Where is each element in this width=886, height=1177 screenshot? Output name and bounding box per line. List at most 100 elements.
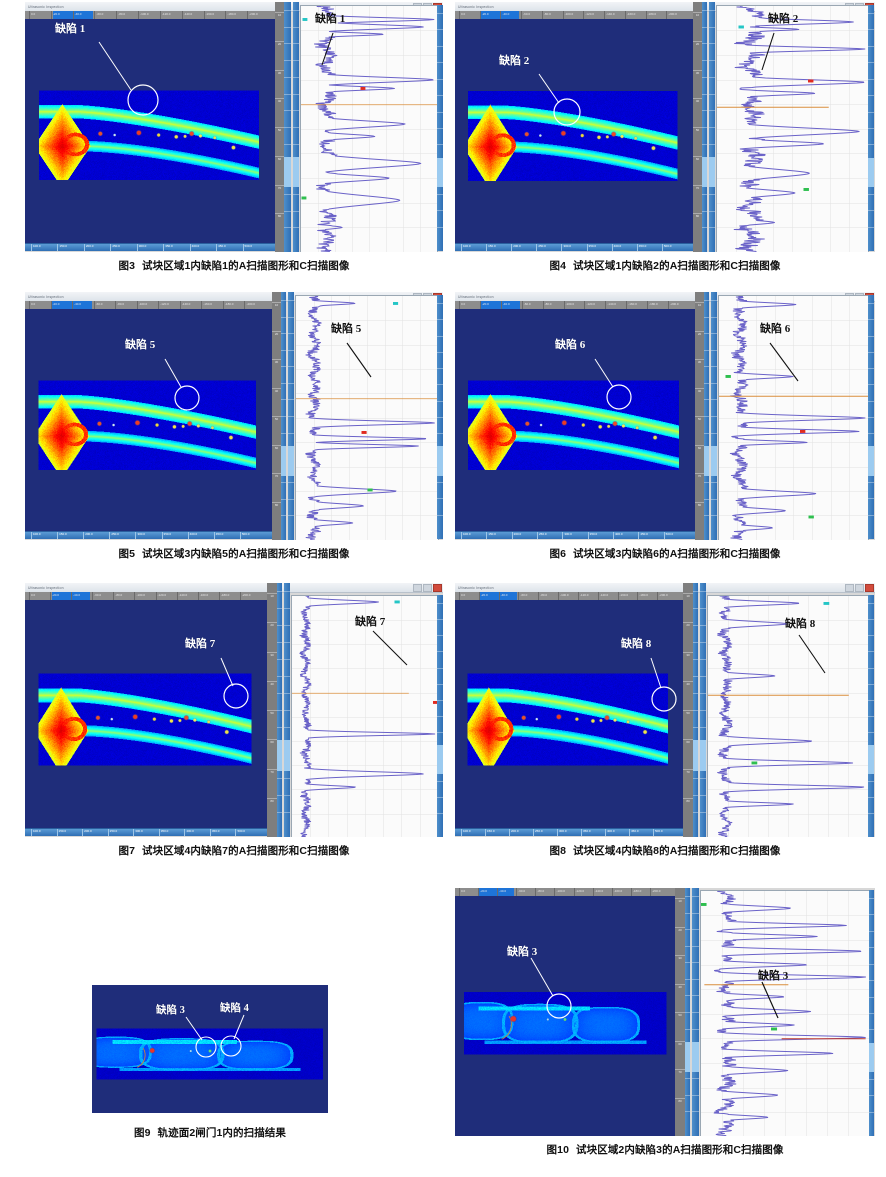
scan-panel: Ultrasonic Inspection 0.0 -20.0 -40.0 -60.0…: [455, 292, 875, 540]
vertical-ruler-strip[interactable]: 10 20 30 40 50 60 70 80: [275, 2, 284, 252]
figure-caption: 图3 试块区域1内缺陷1的A扫描图形和C扫描图像: [25, 258, 443, 273]
window-title: Ultrasonic Inspection: [28, 4, 64, 9]
ascan-right-scale[interactable]: [437, 595, 443, 837]
cscan-image[interactable]: [455, 309, 695, 533]
vertical-ruler-strip[interactable]: 10 20 30 40 50 60 70 80: [693, 2, 702, 252]
horizontal-scale-bar[interactable]: 100.0 150.0 200.0 250.0 300.0 350.0 400.0 450.0…: [455, 828, 683, 836]
figure-fig3: Ultrasonic Inspection 0.0 -20.0 -40.0 -60.0…: [25, 2, 443, 272]
close-button[interactable]: [865, 584, 874, 592]
vertical-scroll-strip[interactable]: [693, 583, 698, 837]
figure-caption-text: 试块区域2内缺陷3的A扫描图形和C扫描图像: [576, 1144, 784, 1156]
scan-panel: Ultrasonic Inspection 0.0 -20.0 -40.0 -60.0…: [25, 292, 443, 540]
figure-number: 图8: [549, 845, 567, 857]
ascan-right-scale[interactable]: [437, 295, 443, 539]
maximize-button[interactable]: [423, 584, 432, 592]
scan-panel: Ultrasonic Inspection 0.0 -20.0 -40.0 -60.0…: [25, 2, 443, 252]
figure-fig7: Ultrasonic Inspection 0.0 -20.0 -40.0 -60.0…: [25, 583, 443, 857]
figure-number: 图5: [118, 548, 136, 560]
horizontal-scale-bar[interactable]: 100.0 150.0 200.0 250.0 300.0 350.0 400.0 450.0…: [25, 828, 267, 836]
cscan-image[interactable]: [25, 600, 267, 830]
cscan-image[interactable]: [25, 19, 275, 243]
ascan-left-scale[interactable]: [293, 2, 299, 252]
figure-caption-text: 试块区域4内缺陷8的A扫描图形和C扫描图像: [573, 845, 781, 857]
maximize-button[interactable]: [855, 584, 864, 592]
cscan-image[interactable]: [25, 309, 272, 533]
vertical-scroll-strip[interactable]: [702, 2, 707, 252]
vertical-scroll-strip[interactable]: [277, 583, 282, 837]
cscan-image[interactable]: [92, 985, 328, 1113]
ascan-left-scale[interactable]: [709, 2, 715, 252]
vertical-scroll-strip[interactable]: [281, 292, 286, 540]
ascan-plot[interactable]: [300, 5, 438, 252]
ascan-left-scale[interactable]: [711, 292, 717, 540]
figure-number: 图3: [118, 260, 136, 272]
figure-caption: 图10 试块区域2内缺陷3的A扫描图形和C扫描图像: [455, 1142, 875, 1157]
figure-caption: 图4 试块区域1内缺陷2的A扫描图形和C扫描图像: [455, 258, 875, 273]
ascan-plot[interactable]: [295, 295, 439, 540]
figure-caption: 图7 试块区域4内缺陷7的A扫描图形和C扫描图像: [25, 843, 443, 858]
figure-number: 图7: [118, 845, 136, 857]
figure-caption-text: 试块区域3内缺陷5的A扫描图形和C扫描图像: [142, 548, 350, 560]
scan-panel: Ultrasonic Inspection 0.0 -20.0 -40.0 -60.0…: [455, 2, 875, 252]
vertical-scroll-strip[interactable]: [284, 2, 291, 252]
figure-number: 图4: [549, 260, 567, 272]
cscan-image[interactable]: [455, 896, 675, 1136]
cscan-image[interactable]: [455, 600, 683, 830]
scan-panel: 0.0 -20.0 -40.0 -60.0 -80.0 -100.0 -120.0 -140.…: [455, 888, 875, 1136]
figure-fig5: Ultrasonic Inspection 0.0 -20.0 -40.0 -60.0…: [25, 292, 443, 560]
vertical-ruler-strip[interactable]: 10 20 30 40 50 60 70 80: [272, 292, 281, 540]
vertical-ruler-strip[interactable]: 10 20 30 40 50 60 70 80: [695, 292, 704, 540]
ascan-plot[interactable]: [700, 890, 870, 1136]
window-title: Ultrasonic Inspection: [458, 585, 494, 590]
vertical-ruler-strip[interactable]: 10 20 30 40 50 60 70 80: [683, 583, 693, 837]
figure-number: 图6: [549, 548, 567, 560]
ascan-left-scale[interactable]: [700, 583, 706, 837]
vertical-ruler-strip[interactable]: 10 20 30 40 50 60 70 80: [675, 888, 685, 1136]
ascan-left-scale[interactable]: [284, 583, 290, 837]
ascan-right-scale[interactable]: [868, 5, 874, 251]
ascan-right-scale[interactable]: [868, 595, 874, 837]
ascan-right-scale[interactable]: [869, 890, 874, 1136]
figure-caption: 图9 轨迹面2闸门1内的扫描结果: [92, 1125, 328, 1140]
horizontal-scale-bar[interactable]: 100.0 150.0 200.0 250.0 300.0 350.0 400.0 450.0…: [455, 243, 693, 251]
ascan-plot[interactable]: [718, 295, 869, 540]
figure-caption: 图8 试块区域4内缺陷8的A扫描图形和C扫描图像: [455, 843, 875, 858]
scan-panel: Ultrasonic Inspection 0.0 -20.0 -40.0 -60.0…: [25, 583, 443, 837]
figure-fig9: 缺陷 3 缺陷 4 图9 轨迹面2闸门1内的扫描结果: [92, 985, 328, 1139]
window-buttons[interactable]: [845, 584, 874, 592]
scan-panel: Ultrasonic Inspection 0.0 -20.0 -40.0 -60.0…: [455, 583, 875, 837]
figure-number: 图9: [133, 1127, 151, 1139]
cscan-image[interactable]: [455, 19, 693, 244]
horizontal-scale-bar[interactable]: 100.0 150.0 200.0 250.0 300.0 350.0 400.0 450.0…: [25, 531, 272, 539]
minimize-button[interactable]: [413, 584, 422, 592]
window-title: Ultrasonic Inspection: [28, 294, 64, 299]
ascan-left-scale[interactable]: [288, 292, 294, 540]
vertical-scroll-strip[interactable]: [704, 292, 709, 540]
ascan-left-scale[interactable]: [692, 888, 699, 1136]
window-title: Ultrasonic Inspection: [458, 4, 494, 9]
minimize-button[interactable]: [845, 584, 854, 592]
figure-number: 图10: [546, 1144, 570, 1156]
vertical-scroll-strip[interactable]: [685, 888, 690, 1136]
close-button[interactable]: [433, 584, 442, 592]
ascan-right-scale[interactable]: [868, 295, 874, 539]
window-title: Ultrasonic Inspection: [458, 294, 494, 299]
figure-fig10: 0.0 -20.0 -40.0 -60.0 -80.0 -100.0 -120.0 -140.…: [455, 888, 875, 1156]
ascan-plot[interactable]: [716, 5, 869, 252]
figure-fig4: Ultrasonic Inspection 0.0 -20.0 -40.0 -60.0…: [455, 2, 875, 272]
horizontal-scale-bar[interactable]: 100.0 150.0 200.0 250.0 300.0 350.0 400.0 450.0…: [455, 531, 695, 539]
figure-fig6: Ultrasonic Inspection 0.0 -20.0 -40.0 -60.0…: [455, 292, 875, 560]
figure-caption-text: 试块区域1内缺陷2的A扫描图形和C扫描图像: [573, 260, 781, 272]
vertical-ruler-strip[interactable]: 10 20 30 40 50 60 70 80: [267, 583, 277, 837]
ascan-right-scale[interactable]: [437, 5, 443, 251]
figure-caption-text: 试块区域1内缺陷1的A扫描图形和C扫描图像: [142, 260, 350, 272]
ascan-plot[interactable]: [707, 595, 869, 837]
horizontal-scale-bar[interactable]: 100.0 150.0 200.0 250.0 300.0 350.0 400.0 450.0…: [25, 243, 275, 251]
figure-caption-text: 试块区域3内缺陷6的A扫描图形和C扫描图像: [573, 548, 781, 560]
window-buttons[interactable]: [413, 584, 442, 592]
figure-fig8: Ultrasonic Inspection 0.0 -20.0 -40.0 -60.0…: [455, 583, 875, 857]
ascan-plot[interactable]: [291, 595, 439, 837]
window-title: Ultrasonic Inspection: [28, 585, 64, 590]
figure-caption: 图5 试块区域3内缺陷5的A扫描图形和C扫描图像: [25, 546, 443, 561]
